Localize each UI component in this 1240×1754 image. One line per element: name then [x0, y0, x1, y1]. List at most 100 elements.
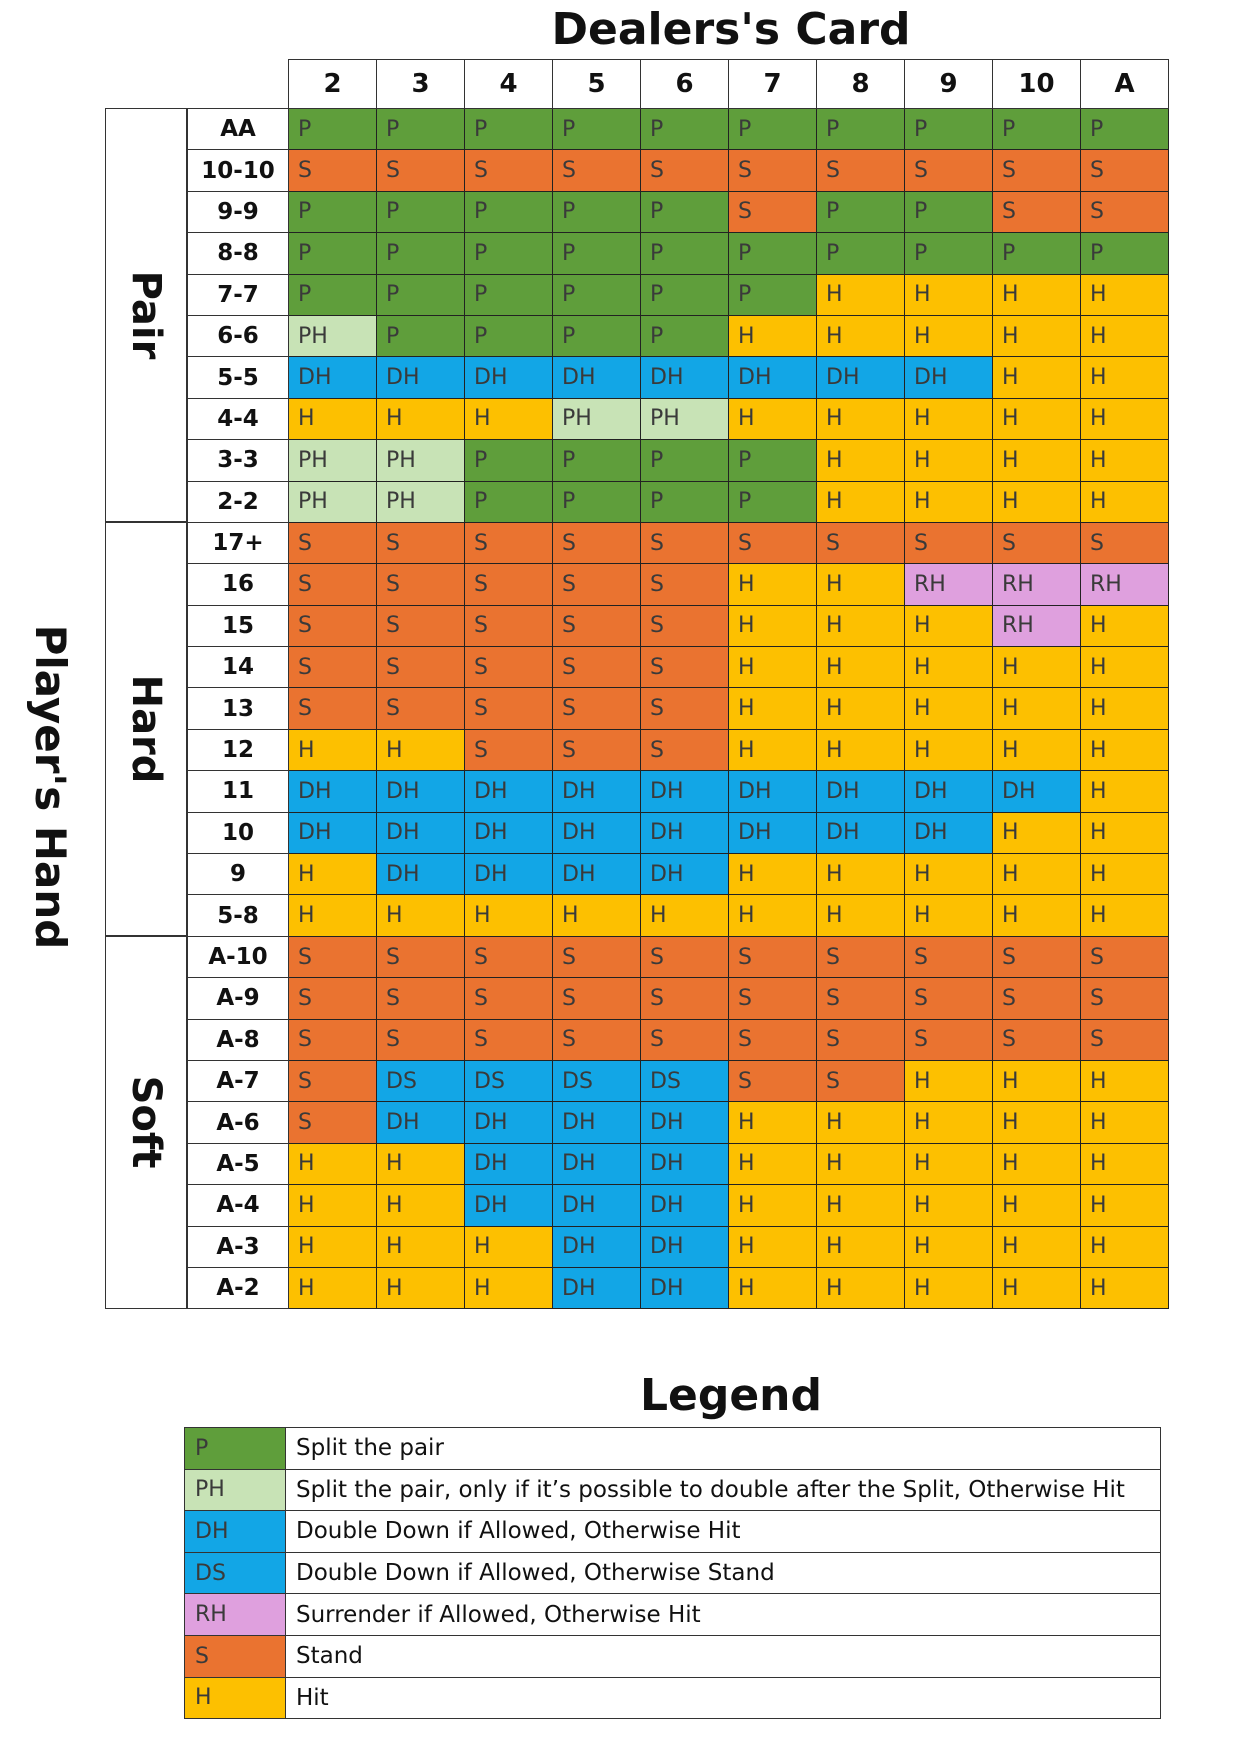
dealer-card-header: 4: [464, 59, 553, 109]
action-cell: PH: [552, 397, 641, 441]
action-cell: H: [728, 1142, 817, 1186]
action-cell: S: [288, 563, 377, 606]
action-cell: H: [816, 604, 905, 648]
action-cell: S: [992, 935, 1081, 979]
action-cell: DH: [552, 1142, 641, 1186]
action-cell: P: [728, 273, 817, 316]
action-cell: P: [552, 273, 641, 316]
action-cell: DS: [552, 1059, 641, 1103]
player-hand-label: A-2: [187, 1266, 289, 1310]
action-cell: H: [992, 1184, 1081, 1227]
action-cell: DS: [464, 1059, 553, 1103]
action-cell: P: [376, 190, 465, 234]
action-cell: S: [288, 687, 377, 730]
action-cell: H: [728, 604, 817, 648]
action-cell: DH: [552, 770, 641, 813]
action-cell: S: [464, 1018, 553, 1061]
action-cell: H: [376, 1266, 465, 1310]
action-cell: P: [464, 480, 553, 523]
action-cell: H: [288, 1225, 377, 1268]
dealer-card-header: 3: [376, 59, 465, 109]
action-cell: H: [992, 1142, 1081, 1186]
action-cell: S: [992, 1018, 1081, 1061]
action-cell: H: [904, 314, 993, 358]
player-hand-label: 17+: [187, 521, 289, 565]
action-cell: S: [288, 1059, 377, 1103]
action-cell: S: [816, 935, 905, 979]
hand-group-soft: Soft: [105, 936, 187, 1309]
action-cell: DH: [288, 811, 377, 855]
action-cell: S: [552, 646, 641, 689]
hand-row: 10-10 S S S S S S S S S S: [187, 149, 1169, 192]
action-cell: H: [728, 397, 817, 441]
hand-row: A-8 S S S S S S S S S S: [187, 1018, 1169, 1061]
action-cell: P: [464, 107, 553, 151]
legend-item: H Hit: [184, 1676, 1161, 1720]
action-cell: H: [728, 1184, 817, 1227]
action-cell: H: [816, 480, 905, 523]
action-cell: P: [464, 439, 553, 482]
action-cell: H: [816, 314, 905, 358]
action-cell: P: [288, 273, 377, 316]
action-cell: DH: [552, 1266, 641, 1310]
action-cell: S: [1080, 935, 1169, 979]
player-hand-label: AA: [187, 107, 289, 151]
action-cell: H: [288, 1266, 377, 1310]
action-cell: S: [376, 149, 465, 192]
hand-row: A-10 S S S S S S S S S S: [187, 935, 1169, 979]
player-hand-label: A-8: [187, 1018, 289, 1061]
player-hand-label: A-4: [187, 1184, 289, 1227]
action-cell: H: [992, 1225, 1081, 1268]
action-cell: H: [1080, 1059, 1169, 1103]
action-cell: H: [288, 728, 377, 772]
action-cell: S: [464, 149, 553, 192]
action-cell: H: [992, 314, 1081, 358]
action-cell: DH: [640, 853, 729, 896]
action-cell: H: [1080, 604, 1169, 648]
action-cell: H: [728, 1225, 817, 1268]
action-cell: S: [1080, 977, 1169, 1020]
action-cell: P: [728, 232, 817, 275]
action-cell: S: [640, 604, 729, 648]
hand-row: 17+ S S S S S S S S S S: [187, 521, 1169, 565]
player-hand-label: 10: [187, 811, 289, 855]
action-cell: H: [1080, 770, 1169, 813]
action-cell: H: [728, 646, 817, 689]
action-cell: S: [552, 1018, 641, 1061]
action-cell: H: [816, 439, 905, 482]
action-cell: S: [288, 935, 377, 979]
action-cell: H: [376, 894, 465, 937]
action-cell: PH: [288, 314, 377, 358]
action-cell: H: [376, 1142, 465, 1186]
player-hand-label: 13: [187, 687, 289, 730]
player-hand-label: 15: [187, 604, 289, 648]
player-hand-label: 5-5: [187, 356, 289, 399]
action-cell: RH: [992, 604, 1081, 648]
action-cell: S: [376, 563, 465, 606]
hand-row: AA P P P P P P P P P P: [187, 107, 1169, 151]
dealer-card-header: 10: [992, 59, 1081, 109]
action-cell: H: [992, 894, 1081, 937]
action-cell: P: [376, 273, 465, 316]
action-cell: H: [1080, 687, 1169, 730]
action-cell: H: [904, 1225, 993, 1268]
action-cell: DH: [552, 1225, 641, 1268]
action-cell: DH: [552, 853, 641, 896]
action-cell: H: [728, 1266, 817, 1310]
action-cell: H: [288, 397, 377, 441]
action-cell: DH: [552, 811, 641, 855]
action-cell: P: [552, 190, 641, 234]
action-cell: H: [1080, 728, 1169, 772]
action-cell: DH: [376, 853, 465, 896]
action-cell: H: [1080, 646, 1169, 689]
action-cell: H: [1080, 314, 1169, 358]
action-cell: S: [464, 521, 553, 565]
hand-row: 2-2 PH PH P P P P H H H H: [187, 480, 1169, 523]
action-cell: S: [640, 1018, 729, 1061]
action-cell: P: [640, 314, 729, 358]
action-cell: H: [728, 853, 817, 896]
legend-item: DS Double Down if Allowed, Otherwise Stan…: [184, 1551, 1161, 1595]
hand-row: 16 S S S S S H H RH RH RH: [187, 563, 1169, 606]
player-hand-label: 9-9: [187, 190, 289, 234]
hand-row: A-2 H H H DH DH H H H H H: [187, 1266, 1169, 1310]
